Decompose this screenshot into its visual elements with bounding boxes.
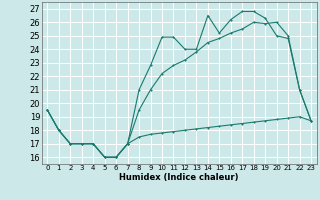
X-axis label: Humidex (Indice chaleur): Humidex (Indice chaleur) — [119, 173, 239, 182]
